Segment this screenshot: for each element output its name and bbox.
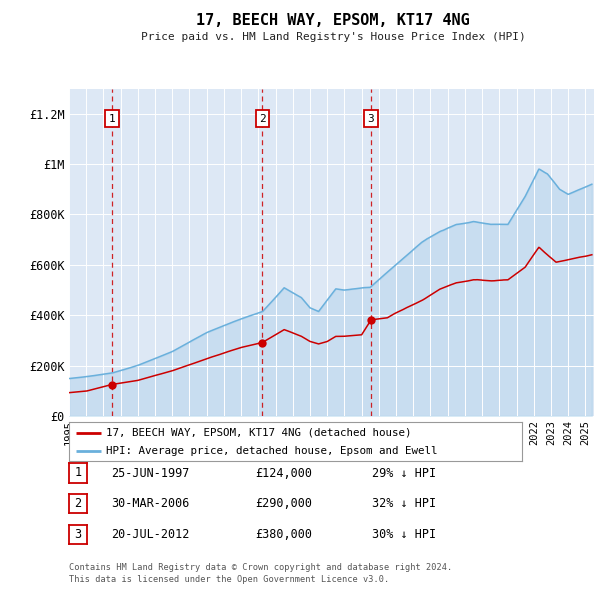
Text: HPI: Average price, detached house, Epsom and Ewell: HPI: Average price, detached house, Epso… [106,445,437,455]
Text: 3: 3 [74,527,82,541]
Text: £124,000: £124,000 [255,467,312,480]
Text: £290,000: £290,000 [255,497,312,510]
Text: 1: 1 [74,466,82,480]
Text: 30% ↓ HPI: 30% ↓ HPI [372,528,436,541]
Text: 17, BEECH WAY, EPSOM, KT17 4NG: 17, BEECH WAY, EPSOM, KT17 4NG [196,13,470,28]
Text: £380,000: £380,000 [255,528,312,541]
Text: 3: 3 [368,114,374,124]
Text: 20-JUL-2012: 20-JUL-2012 [111,528,190,541]
Text: 2: 2 [259,114,266,124]
Text: 32% ↓ HPI: 32% ↓ HPI [372,497,436,510]
Text: 30-MAR-2006: 30-MAR-2006 [111,497,190,510]
Text: 25-JUN-1997: 25-JUN-1997 [111,467,190,480]
Text: 29% ↓ HPI: 29% ↓ HPI [372,467,436,480]
Text: Contains HM Land Registry data © Crown copyright and database right 2024.
This d: Contains HM Land Registry data © Crown c… [69,563,452,584]
Text: Price paid vs. HM Land Registry's House Price Index (HPI): Price paid vs. HM Land Registry's House … [140,32,526,41]
Text: 2: 2 [74,497,82,510]
Text: 1: 1 [109,114,115,124]
Text: 17, BEECH WAY, EPSOM, KT17 4NG (detached house): 17, BEECH WAY, EPSOM, KT17 4NG (detached… [106,428,412,438]
